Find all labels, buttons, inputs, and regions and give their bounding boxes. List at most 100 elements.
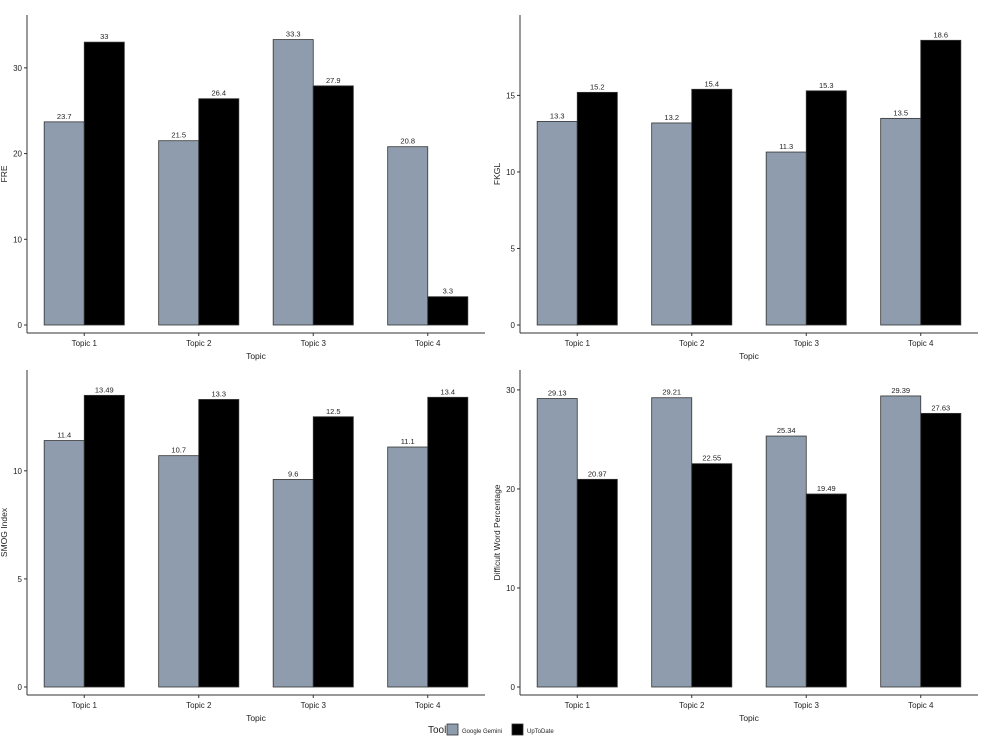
data-label: 13.49 xyxy=(95,385,114,394)
chart-panel-fkgl: 0 5 10 15 Topic 1 13.3 15.2 Topic 2 13.2 15.4 Topi… xyxy=(492,15,978,361)
x-tick-label: Topic 1 xyxy=(565,339,591,348)
bar-uptodate xyxy=(691,88,733,326)
x-axis-title: Topic xyxy=(246,351,267,361)
bar-google-gemini xyxy=(272,479,314,688)
x-tick-label: Topic 4 xyxy=(415,701,441,710)
x-tick-label: Topic 1 xyxy=(72,339,98,348)
bar-google-gemini xyxy=(387,446,429,688)
data-label: 15.4 xyxy=(704,79,719,88)
chart-panel-smog: 0 5 10 Topic 1 11.4 13.49 Topic 2 10.7 13.3 Topic… xyxy=(0,370,485,723)
bar-google-gemini xyxy=(387,146,429,326)
data-label: 11.4 xyxy=(57,431,71,440)
bar-uptodate xyxy=(576,478,618,688)
bar-google-gemini xyxy=(765,151,807,326)
data-label: 18.6 xyxy=(933,30,948,39)
data-label: 33.3 xyxy=(286,30,301,39)
bar-google-gemini xyxy=(536,121,578,326)
y-tick-label: 10 xyxy=(506,584,515,593)
data-label: 13.4 xyxy=(440,387,455,396)
legend-title: Tool xyxy=(428,725,446,736)
bar-uptodate xyxy=(427,396,469,688)
bar-google-gemini xyxy=(43,121,85,326)
bar-uptodate xyxy=(805,90,847,326)
legend-key-uptodate xyxy=(511,723,524,736)
x-tick-label: Topic 3 xyxy=(301,701,327,710)
data-label: 29.39 xyxy=(891,386,910,395)
y-tick-label: 10 xyxy=(13,467,22,476)
x-tick-label: Topic 1 xyxy=(72,701,98,710)
bar-uptodate xyxy=(691,463,733,688)
data-label: 3.3 xyxy=(443,287,453,296)
data-label: 20.97 xyxy=(588,469,607,478)
data-label: 26.4 xyxy=(211,89,226,98)
x-tick-label: Topic 2 xyxy=(186,339,212,348)
data-label: 29.13 xyxy=(548,389,567,398)
data-label: 11.3 xyxy=(779,142,793,151)
x-tick-label: Topic 3 xyxy=(794,701,820,710)
bar-google-gemini xyxy=(536,398,578,688)
y-tick-label: 10 xyxy=(506,168,515,177)
y-tick-label: 15 xyxy=(506,91,515,100)
x-axis-title: Topic xyxy=(246,713,267,723)
y-axis-title: FKGL xyxy=(492,163,502,185)
x-tick-label: Topic 4 xyxy=(908,339,934,348)
data-label: 22.55 xyxy=(702,454,721,463)
data-label: 10.7 xyxy=(171,446,186,455)
data-label: 25.34 xyxy=(777,426,796,435)
y-tick-label: 10 xyxy=(13,235,22,244)
x-tick-label: Topic 2 xyxy=(679,339,705,348)
y-tick-label: 5 xyxy=(511,244,516,253)
legend-key-google-gemini xyxy=(446,723,459,736)
bar-uptodate xyxy=(312,85,354,326)
data-label: 9.6 xyxy=(288,469,298,478)
y-tick-label: 20 xyxy=(506,485,515,494)
bar-uptodate xyxy=(576,91,618,326)
data-label: 15.2 xyxy=(590,82,605,91)
chart-panel-fre: 0 10 20 30 Topic 1 23.7 33 Topic 2 21.5 26.4 Topic… xyxy=(0,15,485,361)
bar-uptodate xyxy=(920,412,962,688)
data-label: 33 xyxy=(100,32,108,41)
chart-panel-difficult-words: 0 10 20 30 Topic 1 29.13 20.97 Topic 2 29.21 22.5… xyxy=(492,370,978,723)
data-label: 20.8 xyxy=(400,137,415,146)
x-tick-label: Topic 4 xyxy=(908,701,934,710)
x-tick-label: Topic 4 xyxy=(415,339,441,348)
y-axis-title: SMOG Index xyxy=(0,507,9,557)
bar-google-gemini xyxy=(651,397,693,688)
bar-google-gemini xyxy=(158,455,200,688)
bar-google-gemini xyxy=(765,435,807,688)
x-tick-label: Topic 3 xyxy=(301,339,327,348)
y-tick-label: 5 xyxy=(18,575,23,584)
bar-uptodate xyxy=(427,296,469,326)
y-axis-title: FRE xyxy=(0,165,9,182)
data-label: 13.2 xyxy=(664,113,679,122)
y-tick-label: 0 xyxy=(511,321,516,330)
legend: Tool Google Gemini UpToDate xyxy=(428,723,554,736)
y-tick-label: 0 xyxy=(18,683,23,692)
y-tick-label: 30 xyxy=(506,386,515,395)
legend-label-google-gemini: Google Gemini xyxy=(462,729,502,735)
bar-google-gemini xyxy=(43,440,85,688)
bar-google-gemini xyxy=(880,395,922,688)
data-label: 19.49 xyxy=(817,484,836,493)
x-tick-label: Topic 1 xyxy=(565,701,591,710)
data-label: 27.9 xyxy=(326,76,341,85)
bar-uptodate xyxy=(920,39,962,326)
x-axis-title: Topic xyxy=(739,713,760,723)
bar-google-gemini xyxy=(880,117,922,326)
bar-uptodate xyxy=(805,493,847,688)
data-label: 13.3 xyxy=(550,111,565,120)
data-label: 27.63 xyxy=(931,403,950,412)
bar-google-gemini xyxy=(272,39,314,326)
y-axis-title: Difficult Word Percentage xyxy=(492,484,502,580)
y-tick-label: 0 xyxy=(18,321,23,330)
bar-uptodate xyxy=(83,41,125,326)
data-label: 15.3 xyxy=(819,81,834,90)
data-label: 13.3 xyxy=(211,389,226,398)
bar-uptodate xyxy=(83,394,125,688)
bar-uptodate xyxy=(198,98,240,326)
data-label: 11.1 xyxy=(401,437,415,446)
x-tick-label: Topic 3 xyxy=(794,339,820,348)
bar-google-gemini xyxy=(651,122,693,326)
data-label: 29.21 xyxy=(662,388,681,397)
